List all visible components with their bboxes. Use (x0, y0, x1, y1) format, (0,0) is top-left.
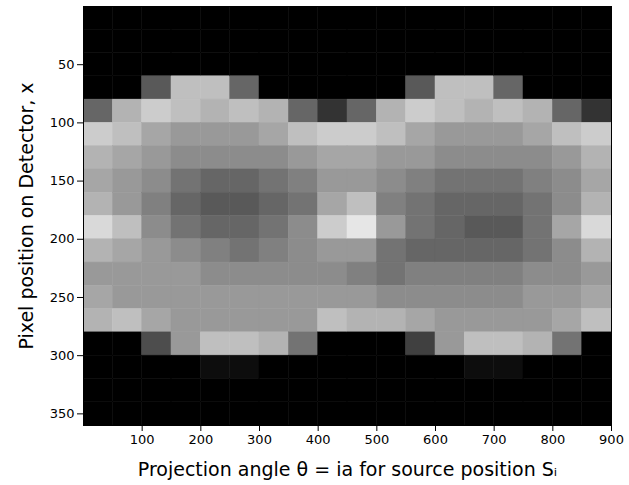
svg-text:100: 100 (50, 115, 75, 130)
svg-text:700: 700 (482, 432, 507, 447)
svg-text:Pixel position on Detector, x: Pixel position on Detector, x (15, 82, 37, 349)
svg-text:800: 800 (540, 432, 565, 447)
svg-text:250: 250 (50, 290, 75, 305)
svg-text:150: 150 (50, 173, 75, 188)
svg-text:50: 50 (58, 57, 75, 72)
svg-text:100: 100 (130, 432, 155, 447)
svg-text:300: 300 (247, 432, 272, 447)
svg-text:300: 300 (50, 348, 75, 363)
svg-text:Projection angle θ = ia for so: Projection angle θ = ia for source posit… (138, 458, 557, 480)
svg-text:200: 200 (188, 432, 213, 447)
svg-text:350: 350 (50, 406, 75, 421)
svg-text:500: 500 (364, 432, 389, 447)
svg-text:400: 400 (306, 432, 331, 447)
svg-text:600: 600 (423, 432, 448, 447)
svg-text:900: 900 (599, 432, 624, 447)
svg-text:200: 200 (50, 231, 75, 246)
